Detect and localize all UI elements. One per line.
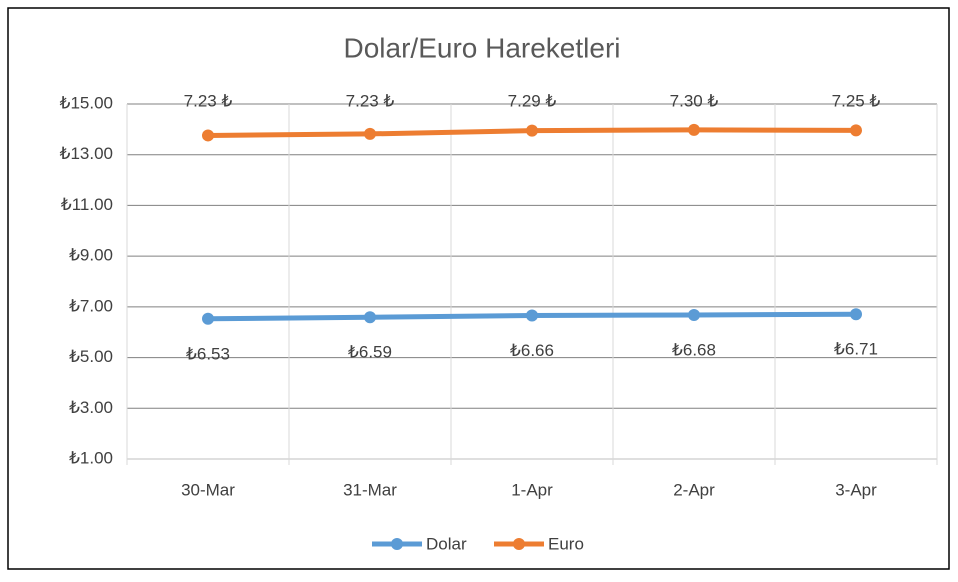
data-label: 7.23 ₺ xyxy=(346,91,395,110)
y-tick-label: ₺13.00 xyxy=(60,144,113,163)
data-label: 7.23 ₺ xyxy=(184,91,233,110)
y-tick-label: ₺9.00 xyxy=(69,246,113,265)
series-marker xyxy=(688,308,700,321)
chart-border xyxy=(7,7,950,570)
series-marker xyxy=(202,312,214,325)
data-label: 7.30 ₺ xyxy=(670,91,719,110)
data-label: 7.25 ₺ xyxy=(832,91,881,110)
x-tick-label: 3-Apr xyxy=(835,480,877,499)
series-marker xyxy=(202,129,214,142)
legend-marker xyxy=(391,538,403,550)
x-tick-label: 1-Apr xyxy=(511,480,553,499)
y-tick-label: ₺5.00 xyxy=(69,347,113,366)
legend-label: Dolar xyxy=(426,534,467,553)
x-tick-label: 31-Mar xyxy=(343,480,397,499)
y-tick-label: ₺1.00 xyxy=(69,448,113,467)
data-label: ₺6.71 xyxy=(834,340,878,359)
y-tick-label: ₺3.00 xyxy=(69,398,113,417)
series-marker xyxy=(526,309,538,322)
legend-label: Euro xyxy=(548,534,584,553)
y-tick-label: ₺11.00 xyxy=(61,195,113,214)
series-marker xyxy=(850,124,862,137)
legend-marker xyxy=(513,538,525,550)
chart-title: Dolar/Euro Hareketleri xyxy=(344,32,621,63)
y-tick-label: ₺15.00 xyxy=(60,93,113,112)
series-marker xyxy=(364,127,376,140)
data-label: ₺6.68 xyxy=(672,340,716,359)
data-label: 7.29 ₺ xyxy=(508,91,557,110)
series-marker xyxy=(364,311,376,324)
x-tick-label: 30-Mar xyxy=(181,480,235,499)
y-tick-label: ₺7.00 xyxy=(69,296,113,315)
series-marker xyxy=(850,308,862,321)
data-label: ₺6.59 xyxy=(348,343,392,362)
data-label: ₺6.53 xyxy=(186,344,230,363)
data-label: ₺6.66 xyxy=(510,341,554,360)
series-marker xyxy=(688,123,700,136)
series-marker xyxy=(526,124,538,137)
x-tick-label: 2-Apr xyxy=(673,480,715,499)
